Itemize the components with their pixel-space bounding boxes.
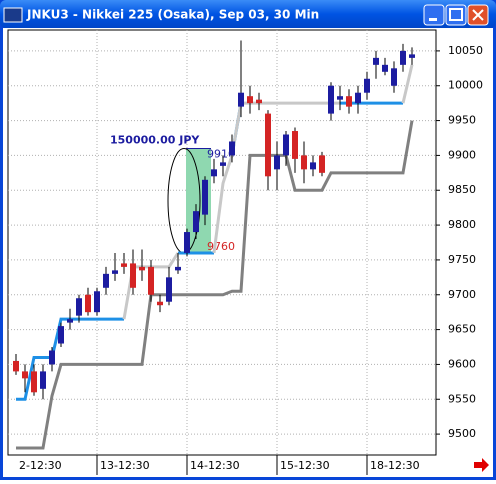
candle-body bbox=[256, 99, 262, 104]
candle-body bbox=[238, 92, 244, 107]
plot-area bbox=[7, 29, 437, 456]
candle-body bbox=[229, 141, 235, 156]
candle-body bbox=[346, 96, 352, 107]
candle-body bbox=[103, 273, 109, 288]
x-tick-label: 13-12:30 bbox=[100, 459, 150, 472]
range-amount: 150000.00 JPY bbox=[110, 133, 200, 146]
candle-body bbox=[139, 266, 145, 271]
window-title: JNKU3 - Nikkei 225 (Osaka), Sep 03, 30 M… bbox=[26, 8, 319, 22]
candle-body bbox=[337, 96, 343, 100]
candle-body bbox=[310, 162, 316, 170]
candle-body bbox=[274, 155, 280, 170]
candle-body bbox=[148, 266, 154, 295]
x-tick-label: 14-12:30 bbox=[190, 459, 240, 472]
candle-body bbox=[31, 371, 37, 393]
candle-body bbox=[364, 78, 370, 93]
candle-body bbox=[175, 266, 181, 271]
candle-body bbox=[112, 270, 118, 274]
candle-body bbox=[373, 57, 379, 65]
candle-body bbox=[193, 211, 199, 233]
candle-body bbox=[400, 50, 406, 65]
candle-body bbox=[220, 162, 226, 166]
candle-body bbox=[211, 169, 217, 177]
y-tick-label: 9600 bbox=[448, 357, 476, 370]
close-button[interactable] bbox=[467, 4, 489, 26]
candle-body bbox=[166, 277, 172, 302]
candle-body bbox=[130, 263, 136, 288]
title-bar bbox=[0, 0, 496, 28]
y-tick-label: 9900 bbox=[448, 148, 476, 161]
range-high-label: 9910 bbox=[207, 147, 235, 160]
y-tick-label: 10050 bbox=[448, 44, 483, 57]
y-tick-label: 9500 bbox=[448, 427, 476, 440]
candle-body bbox=[265, 113, 271, 177]
candle-body bbox=[58, 326, 64, 344]
y-tick-label: 9750 bbox=[448, 253, 476, 266]
candle-body bbox=[355, 92, 361, 104]
y-tick-label: 9850 bbox=[448, 183, 476, 196]
scroll-arrow[interactable] bbox=[474, 458, 489, 472]
trail-line bbox=[212, 101, 340, 254]
x-tick-label: 2-12:30 bbox=[19, 459, 62, 472]
trail-line bbox=[16, 120, 414, 450]
maximize-button[interactable] bbox=[445, 4, 467, 26]
candle-body bbox=[49, 350, 55, 365]
candle-body bbox=[301, 155, 307, 170]
x-tick-label: 18-12:30 bbox=[370, 459, 420, 472]
y-tick-label: 9700 bbox=[448, 288, 476, 301]
x-tick-label: 15-12:30 bbox=[280, 459, 330, 472]
y-tick-label: 9800 bbox=[448, 218, 476, 231]
minimize-button[interactable] bbox=[423, 4, 445, 26]
candle-body bbox=[283, 134, 289, 156]
candle-body bbox=[382, 64, 388, 72]
candle-body bbox=[85, 294, 91, 313]
candle-body bbox=[67, 319, 73, 323]
candle-body bbox=[22, 371, 28, 379]
candle-body bbox=[391, 68, 397, 86]
y-tick-label: 9950 bbox=[448, 114, 476, 127]
app-icon bbox=[3, 7, 23, 23]
y-tick-label: 10000 bbox=[448, 79, 483, 92]
candle-body bbox=[94, 291, 100, 313]
y-tick-label: 9650 bbox=[448, 323, 476, 336]
candle-body bbox=[202, 179, 208, 215]
candle-body bbox=[409, 54, 415, 58]
candle-body bbox=[328, 85, 334, 114]
candle-body bbox=[40, 371, 46, 389]
candle-body bbox=[292, 131, 298, 159]
trail-line bbox=[401, 64, 414, 104]
candle-body bbox=[184, 232, 190, 253]
y-tick-label: 9550 bbox=[448, 392, 476, 405]
range-low-label: 9760 bbox=[207, 240, 235, 253]
candle-body bbox=[247, 96, 253, 104]
candle-body bbox=[157, 301, 163, 306]
candle-body bbox=[13, 360, 19, 372]
candle-body bbox=[319, 155, 325, 173]
candle-body bbox=[121, 263, 127, 267]
candle-body bbox=[76, 298, 82, 316]
